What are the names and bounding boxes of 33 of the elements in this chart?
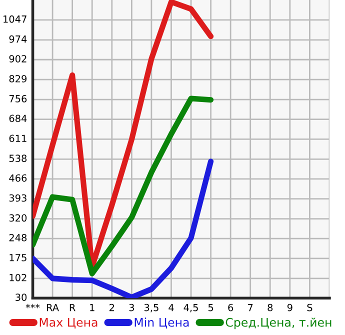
x-tick-label: 4,5 bbox=[184, 304, 198, 312]
y-tick-label: 393 bbox=[9, 194, 26, 202]
y-tick-label: 684 bbox=[9, 114, 27, 122]
y-tick-label: 466 bbox=[9, 174, 27, 182]
x-tick-label: 3 bbox=[129, 304, 134, 312]
y-tick-label: 611 bbox=[9, 134, 26, 142]
x-tick-label: 7 bbox=[248, 304, 253, 312]
y-tick-label: 974 bbox=[9, 35, 27, 43]
x-tick-label: 1 bbox=[90, 304, 94, 312]
y-tick-label: 248 bbox=[9, 234, 27, 242]
x-tick-label: 6 bbox=[228, 304, 234, 312]
y-tick-label: 102 bbox=[10, 274, 26, 282]
legend-label: Сред.Цена, т.йен bbox=[226, 318, 332, 330]
x-tick-label: 5 bbox=[208, 304, 214, 312]
y-tick-label: 902 bbox=[9, 55, 26, 62]
x-tick-label: RA bbox=[47, 304, 59, 312]
x-tick-label: R bbox=[70, 304, 76, 312]
y-tick-label: 30 bbox=[16, 294, 27, 301]
x-tick-label: *** bbox=[26, 304, 40, 308]
y-tick-label: 829 bbox=[9, 75, 27, 82]
legend-label: Max Цена bbox=[40, 318, 98, 328]
x-tick-label: 8 bbox=[268, 304, 273, 312]
x-tick-label: 3,5 bbox=[144, 304, 158, 312]
x-tick-label: S bbox=[307, 304, 312, 312]
x-tick-label: 2 bbox=[110, 304, 114, 312]
legend-label: Min Цена bbox=[134, 318, 189, 328]
y-tick-label: 175 bbox=[10, 254, 26, 262]
y-tick-label: 756 bbox=[9, 95, 27, 102]
x-tick-label: 4 bbox=[168, 304, 174, 312]
y-tick-label: 320 bbox=[9, 214, 27, 222]
x-tick-label: 9 bbox=[287, 304, 292, 312]
y-tick-label: 538 bbox=[9, 154, 27, 162]
y-tick-label: 1047 bbox=[4, 15, 26, 23]
